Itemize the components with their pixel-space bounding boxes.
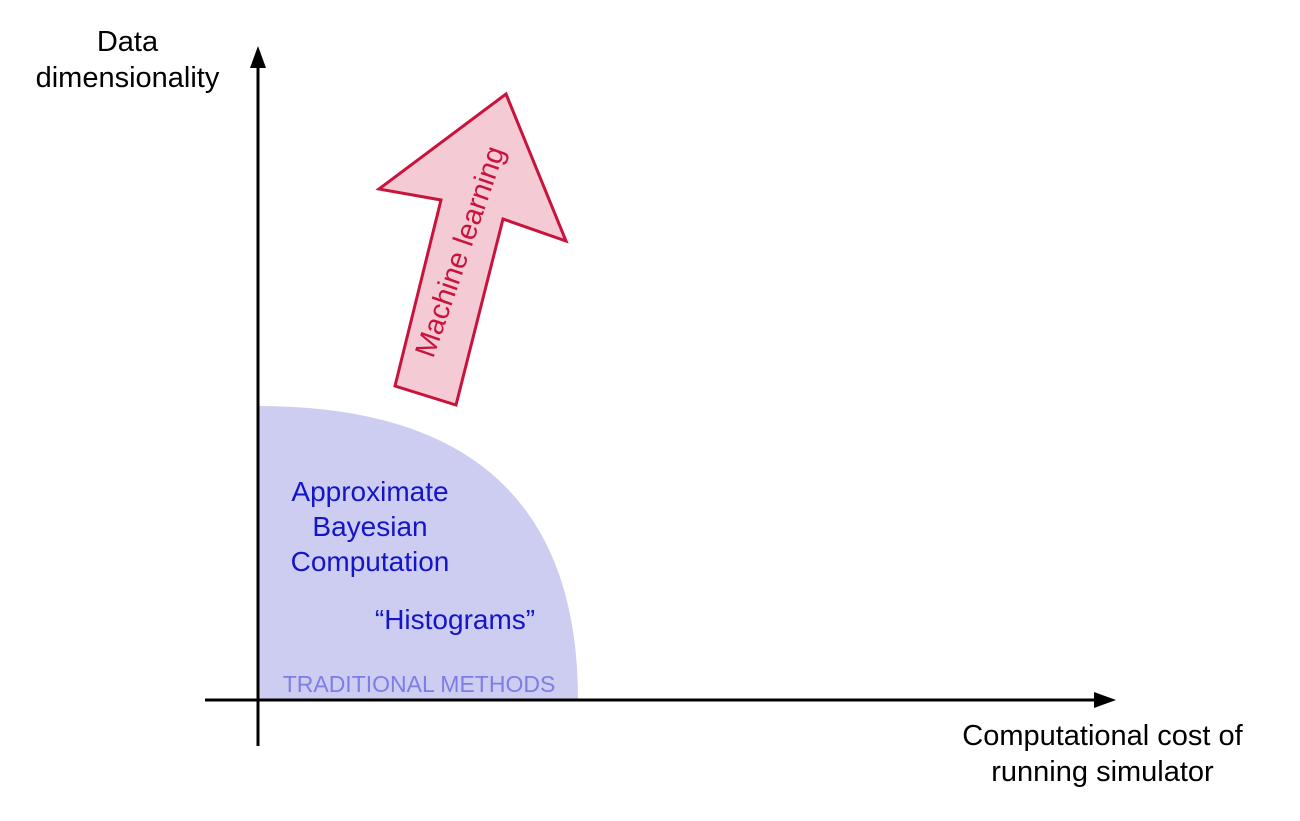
machine-learning-arrow xyxy=(375,91,569,407)
abc-label-line3: Computation xyxy=(290,546,450,577)
y-axis-arrowhead xyxy=(250,46,266,68)
y-axis-label-line1: Data xyxy=(96,26,159,58)
traditional-methods-label: TRADITIONAL METHODS xyxy=(282,671,556,697)
abc-label-line2: Bayesian xyxy=(312,511,428,542)
abc-label-line1: Approximate xyxy=(291,476,449,507)
x-axis-label: Computational cost of running simulator xyxy=(940,718,1265,791)
histograms-label: “Histograms” xyxy=(374,604,536,635)
x-axis-arrowhead xyxy=(1094,692,1116,708)
x-axis-label-line2: running simulator xyxy=(991,756,1214,789)
x-axis-label-line1: Computational cost of xyxy=(962,720,1243,752)
y-axis-label: Data dimensionality xyxy=(20,24,235,97)
abc-label: Approximate Bayesian Computation xyxy=(260,474,480,579)
y-axis-label-line2: dimensionality xyxy=(35,62,220,95)
traditional-methods-region xyxy=(258,406,578,700)
